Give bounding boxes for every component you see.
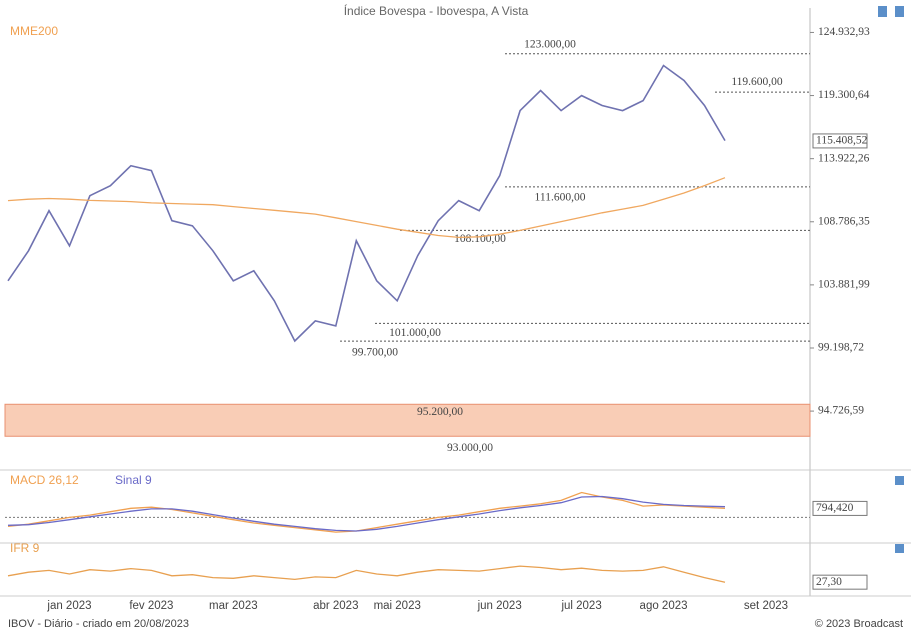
y-tick-label: 108.786,35: [818, 215, 870, 227]
legend-entry: MME200: [10, 24, 58, 38]
x-tick-label: jan 2023: [46, 600, 91, 612]
y-tick-label: 103.881,99: [818, 279, 870, 291]
legend-entry: IFR 9: [10, 541, 40, 555]
level-label: 123.000,00: [524, 38, 576, 50]
current-value-box: [812, 133, 868, 149]
band-label: 93.000,00: [447, 442, 493, 454]
panel-icon[interactable]: [895, 476, 904, 485]
panel-icon[interactable]: [895, 6, 904, 17]
level-label: 108.100,00: [454, 233, 506, 245]
legend-entry: MACD 26,12: [10, 473, 79, 487]
level-label: 111.600,00: [535, 191, 586, 203]
footer-right: © 2023 Broadcast: [815, 618, 903, 630]
y-tick-label: 124.932,93: [818, 26, 870, 38]
level-label: 99.700,00: [352, 347, 398, 359]
band-label: 95.200,00: [417, 406, 463, 418]
panel-icon[interactable]: [895, 544, 904, 553]
current-value-label: 27,30: [816, 576, 842, 588]
footer-left: IBOV - Diário - criado em 20/08/2023: [8, 618, 189, 630]
current-value-label: 794,420: [816, 502, 854, 514]
level-label: 119.600,00: [731, 76, 783, 88]
series-line: [7, 491, 726, 533]
y-tick-label: 119.300,64: [818, 89, 870, 101]
x-tick-label: fev 2023: [129, 600, 173, 612]
series-line: [7, 64, 726, 343]
legend-entry: Sinal 9: [115, 473, 152, 487]
x-tick-label: ago 2023: [640, 600, 688, 612]
y-tick-label: 94.726,59: [818, 405, 864, 417]
y-tick-label: 113.922,26: [818, 152, 870, 164]
series-line: [7, 565, 726, 583]
band: [4, 403, 811, 437]
x-tick-label: abr 2023: [313, 600, 358, 612]
level-label: 101.000,00: [389, 327, 441, 339]
current-value-label: 115.408,52: [816, 135, 868, 147]
chart-title: Índice Bovespa - Ibovespa, A Vista: [344, 3, 529, 18]
x-tick-label: mai 2023: [374, 600, 421, 612]
series-line: [7, 495, 726, 532]
series-line: [7, 177, 726, 239]
x-tick-label: jun 2023: [477, 600, 522, 612]
current-value-box: [812, 574, 868, 590]
y-tick-label: 99.198,72: [818, 342, 864, 354]
current-value-box: [812, 500, 868, 516]
x-tick-label: jul 2023: [560, 600, 601, 612]
x-tick-label: mar 2023: [209, 600, 258, 612]
x-tick-label: set 2023: [744, 600, 788, 612]
scroll-icon[interactable]: [878, 6, 887, 17]
